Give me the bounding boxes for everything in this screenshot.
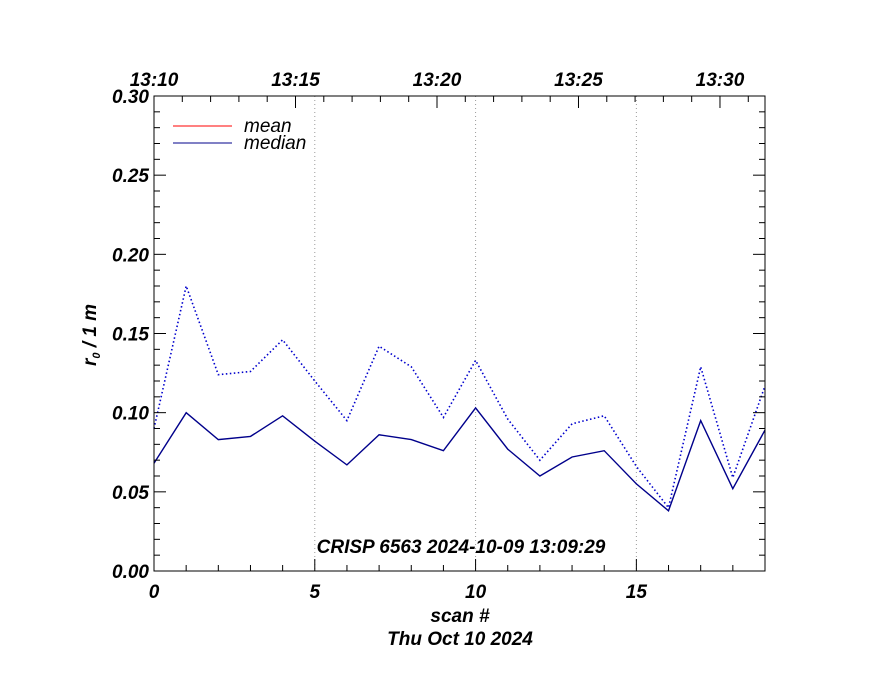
x-tick-label-3: 15 [626,582,648,603]
y-axis-label: r0 / 1 m [80,304,103,366]
y-tick-label-4: 0.20 [112,245,149,266]
y-axis-label-rest: / 1 m [80,304,101,353]
top-tick-label-2: 13:20 [413,70,462,91]
top-tick-label-4: 13:30 [696,70,745,91]
x-tick-label-0: 0 [149,582,160,603]
top-tick-label-0: 13:10 [130,70,179,91]
x-tick-label-1: 5 [310,582,321,603]
x-tick-label-2: 10 [465,582,487,603]
y-tick-label-2: 0.10 [112,404,149,425]
top-tick-label-3: 13:25 [554,70,603,91]
y-axis-label-subscript: 0 [91,352,103,359]
y-tick-label-3: 0.15 [112,325,149,346]
y-tick-label-0: 0.00 [112,562,149,583]
legend: mean median [173,116,306,154]
legend-median-label: median [244,133,306,154]
legend-mean-label: mean [244,116,292,137]
y-tick-label-1: 0.05 [112,483,149,504]
x-axis-label: scan # [430,606,490,627]
tick-labels: 0.00 0.05 0.10 0.15 0.20 0.25 0.30 0 5 10 15 13:10 1… [112,70,745,603]
series-lines [153,283,766,512]
median-series-line [153,406,766,512]
axes [153,95,766,572]
y-tick-label-5: 0.25 [112,166,149,187]
date-label: Thu Oct 10 2024 [387,629,533,650]
dotted-series-line [153,283,766,510]
y-axis-label-main: r [80,357,101,366]
chart-annotation: CRISP 6563 2024-10-09 13:09:29 [317,537,606,558]
top-tick-label-1: 13:15 [271,70,320,91]
y-tick-label-6: 0.30 [112,87,149,108]
